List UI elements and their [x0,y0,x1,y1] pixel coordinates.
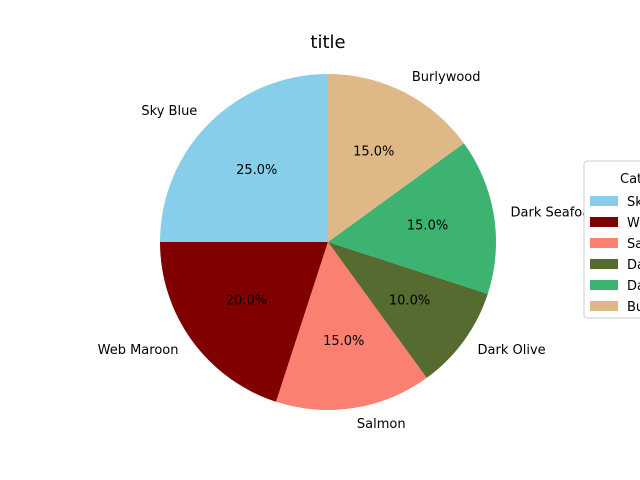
legend-entries: Sky Blue Web Maroon Salmon Dark Olive Dark S… [590,195,640,315]
percent-label-web-maroon: 20.0% [226,294,267,309]
pie-slice-burlywood [328,74,464,242]
legend-title: Categories [620,172,640,187]
slice-label-dark-olive: Dark Olive [478,343,546,358]
slice-label-burlywood: Burlywood [412,70,481,85]
legend-swatch-web-maroon [590,217,618,227]
slice-label-sky-blue: Sky Blue [141,104,197,119]
legend-label-dark-olive: Dark Olive [627,258,640,273]
legend-label-sky-blue: Sky Blue [627,195,640,210]
percent-labels: 25.0% 20.0% 15.0% 10.0% 15.0% 15.0% [226,145,448,349]
percent-label-salmon: 15.0% [323,334,364,349]
legend-label-salmon: Salmon [627,237,640,252]
pie-slice-dark-seafoam [328,143,497,294]
legend: Categories Sky Blue Web Maroon Salmon Dark … [583,160,640,319]
legend-swatch-salmon [590,238,618,248]
slice-label-dark-seafoam: Dark Seafoam [511,206,603,221]
percent-label-sky-blue: 25.0% [236,163,277,178]
legend-swatch-dark-olive [590,259,618,269]
pie-slice-web-maroon [160,242,328,402]
pie-slice-dark-olive [328,242,488,378]
legend-swatch-dark-seafoam [590,280,618,290]
percent-label-burlywood: 15.0% [353,145,394,160]
pie-slice-sky-blue [160,74,328,242]
percent-label-dark-olive: 10.0% [389,294,430,309]
slice-label-salmon: Salmon [357,417,406,432]
legend-label-web-maroon: Web Maroon [627,216,640,231]
chart-title: title [310,32,345,53]
legend-label-dark-seafoam: Dark Seafoam [627,279,640,294]
pie-slices [160,74,497,410]
legend-label-burlywood: Burlywood [627,300,640,315]
legend-swatch-burlywood [590,301,618,311]
legend-swatch-sky-blue [590,196,618,206]
slice-label-web-maroon: Web Maroon [98,343,179,358]
slice-labels: Sky Blue Web Maroon Salmon Dark Olive Dark S… [98,70,603,432]
percent-label-dark-seafoam: 15.0% [407,219,448,234]
pie-slice-salmon [276,242,427,410]
